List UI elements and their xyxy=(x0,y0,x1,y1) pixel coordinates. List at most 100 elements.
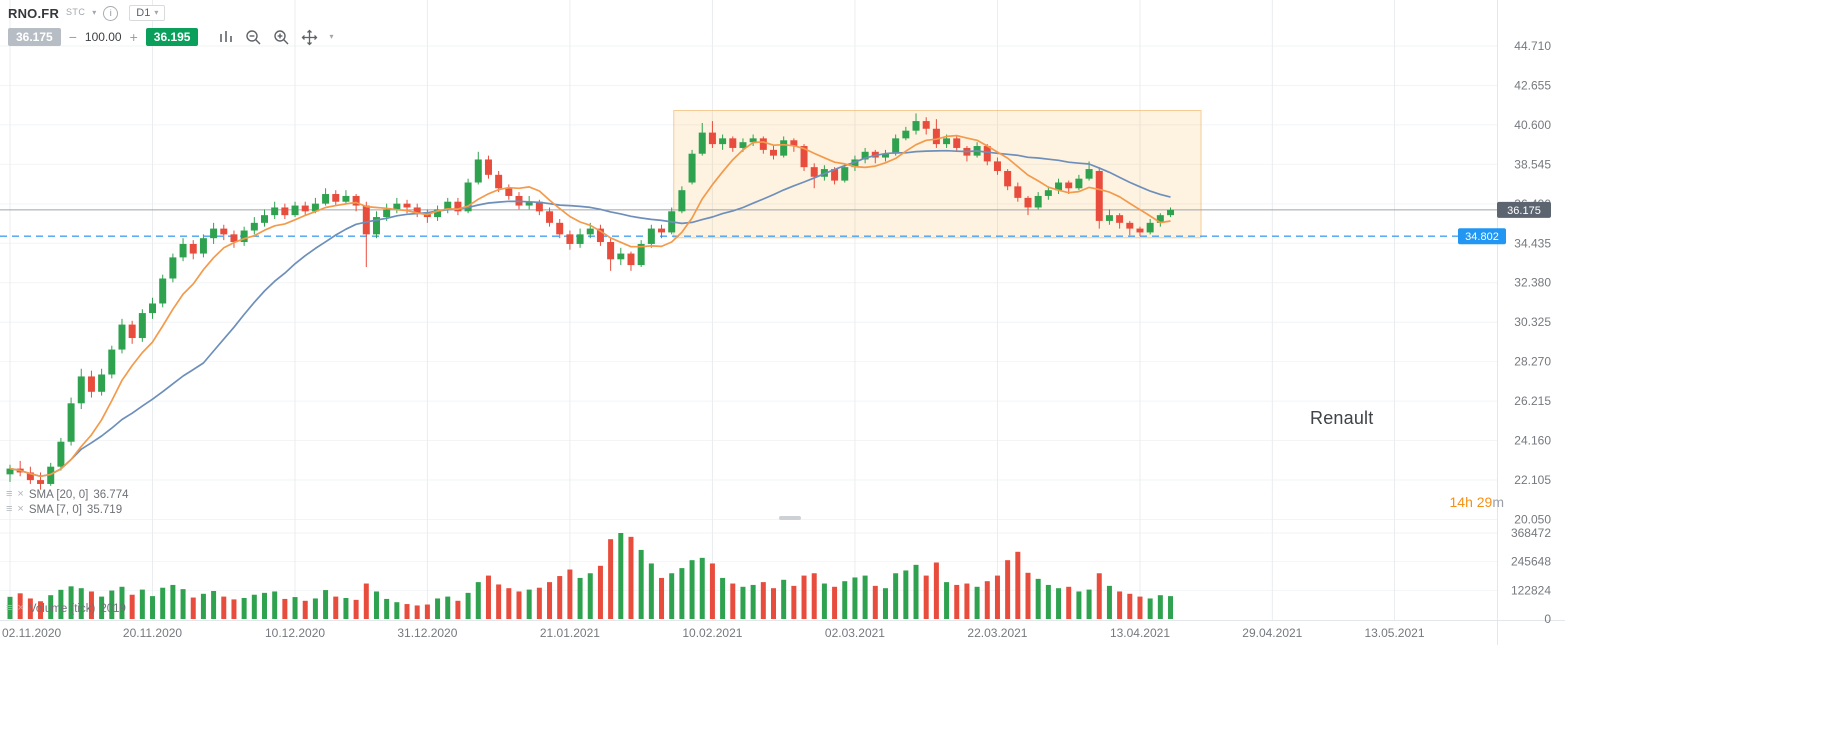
sma20-label: SMA [20, 0] xyxy=(28,488,89,501)
time-scale[interactable] xyxy=(0,620,1565,648)
candle-body xyxy=(627,253,635,266)
info-icon[interactable]: i xyxy=(103,5,119,21)
candle-body xyxy=(393,203,401,210)
candle-body xyxy=(444,201,452,210)
volume-bar xyxy=(750,584,756,619)
candle-body xyxy=(179,243,187,258)
volume-axis-label: 0 xyxy=(1544,612,1551,626)
candle-body xyxy=(1156,215,1164,223)
price-axis-label: 20.050 xyxy=(1514,512,1551,526)
legend-row-volume: ≡ × Volume (tick) 2019 xyxy=(6,601,126,616)
volume-bar xyxy=(679,568,685,619)
candle-body xyxy=(311,203,319,212)
volume-bar xyxy=(1025,572,1031,619)
volume-bar xyxy=(58,589,64,619)
candle-body xyxy=(301,205,309,212)
volume-bar xyxy=(302,600,308,619)
volume-bar xyxy=(17,593,23,619)
volume-bar xyxy=(99,596,105,619)
volume-bar xyxy=(353,599,359,619)
volume-bar xyxy=(557,576,563,619)
countdown-value: 14h 29 xyxy=(1449,494,1493,510)
candle-body xyxy=(729,138,737,148)
volume-bar xyxy=(7,596,13,619)
volume-bar xyxy=(1066,586,1072,619)
volume-bar xyxy=(791,585,797,619)
volume-bar xyxy=(129,594,135,619)
chevron-down-icon[interactable]: ▾ xyxy=(329,32,334,41)
sma7-value: 35.719 xyxy=(86,503,123,516)
indicator-bars-icon[interactable] xyxy=(218,29,234,45)
volume-bar xyxy=(771,588,776,619)
timeframe-select[interactable]: D1 ▾ xyxy=(129,5,166,21)
date-axis-label: 02.03.2021 xyxy=(825,626,885,640)
volume-increase-button[interactable]: + xyxy=(129,29,138,45)
volume-bar xyxy=(373,591,379,619)
candle-body xyxy=(250,222,258,231)
volume-bar xyxy=(709,563,715,619)
volume-bar xyxy=(1005,560,1011,619)
volume-bar xyxy=(801,575,807,619)
sma-20-line[interactable] xyxy=(9,149,1171,478)
candle-body xyxy=(1014,186,1022,198)
candle-body xyxy=(383,209,391,218)
candlestick-chart[interactable]: 44.71042.65540.60038.54536.49034.43532.3… xyxy=(0,0,1570,650)
candle-body xyxy=(230,234,238,243)
zoom-out-icon[interactable] xyxy=(245,29,262,46)
volume-bar xyxy=(872,585,878,619)
volume-bar xyxy=(1127,593,1133,619)
chevron-down-icon[interactable]: ▾ xyxy=(92,8,97,17)
volume-indicator-label: Volume (tick) xyxy=(28,602,96,615)
volume-bar xyxy=(994,575,1000,619)
volume-bar xyxy=(740,586,746,619)
candle-body xyxy=(658,228,666,233)
volume-bar xyxy=(506,588,512,619)
sell-button[interactable]: 36.175 xyxy=(8,28,61,46)
buy-button[interactable]: 36.195 xyxy=(145,28,199,46)
volume-bar xyxy=(699,557,705,619)
volume-bar xyxy=(964,583,970,619)
volume-bar xyxy=(547,582,553,619)
candle-body xyxy=(932,128,940,145)
candle-body xyxy=(474,159,482,183)
candle-body xyxy=(1055,182,1063,191)
volume-bar xyxy=(536,587,542,619)
volume-bar xyxy=(139,589,145,619)
remove-indicator-icon[interactable]: × xyxy=(17,488,24,500)
volume-bar xyxy=(363,583,369,619)
candle-body xyxy=(47,466,55,484)
volume-bar xyxy=(913,564,919,619)
volume-bar xyxy=(1168,596,1174,619)
candle-body xyxy=(159,278,167,304)
volume-legend: ≡ × Volume (tick) 2019 xyxy=(6,601,126,616)
remove-indicator-icon[interactable]: × xyxy=(17,503,24,515)
volume-decrease-button[interactable]: − xyxy=(68,29,77,45)
drag-handle-icon[interactable]: ≡ xyxy=(6,488,13,500)
support-price-badge xyxy=(1458,228,1506,245)
candle-body xyxy=(596,228,604,243)
volume-bar xyxy=(475,582,481,619)
candle-body xyxy=(1004,170,1012,187)
sma-7-line[interactable] xyxy=(9,134,1171,478)
remove-indicator-icon[interactable]: × xyxy=(17,602,24,614)
instrument-watermark: Renault xyxy=(1310,408,1374,428)
candle-body xyxy=(37,480,45,484)
candle-body xyxy=(535,201,543,212)
candle-body xyxy=(464,182,472,212)
date-axis-label: 10.12.2020 xyxy=(265,626,325,640)
zoom-in-icon[interactable] xyxy=(273,29,290,46)
drag-handle-icon[interactable]: ≡ xyxy=(6,503,13,515)
drag-handle-icon[interactable]: ≡ xyxy=(6,602,13,614)
volume-bar xyxy=(119,586,125,619)
pane-resize-handle[interactable] xyxy=(779,516,801,520)
pan-move-icon[interactable] xyxy=(301,29,318,46)
volume-bar xyxy=(1137,596,1143,619)
volume-bar xyxy=(170,584,176,619)
volume-bar xyxy=(48,595,54,619)
volume-bar xyxy=(1086,589,1092,619)
candle-body xyxy=(1034,195,1042,208)
price-axis-label: 34.435 xyxy=(1514,236,1551,250)
candle-body xyxy=(607,242,615,260)
volume-bar xyxy=(933,562,939,619)
volume-input[interactable]: 100.00 xyxy=(84,30,122,44)
